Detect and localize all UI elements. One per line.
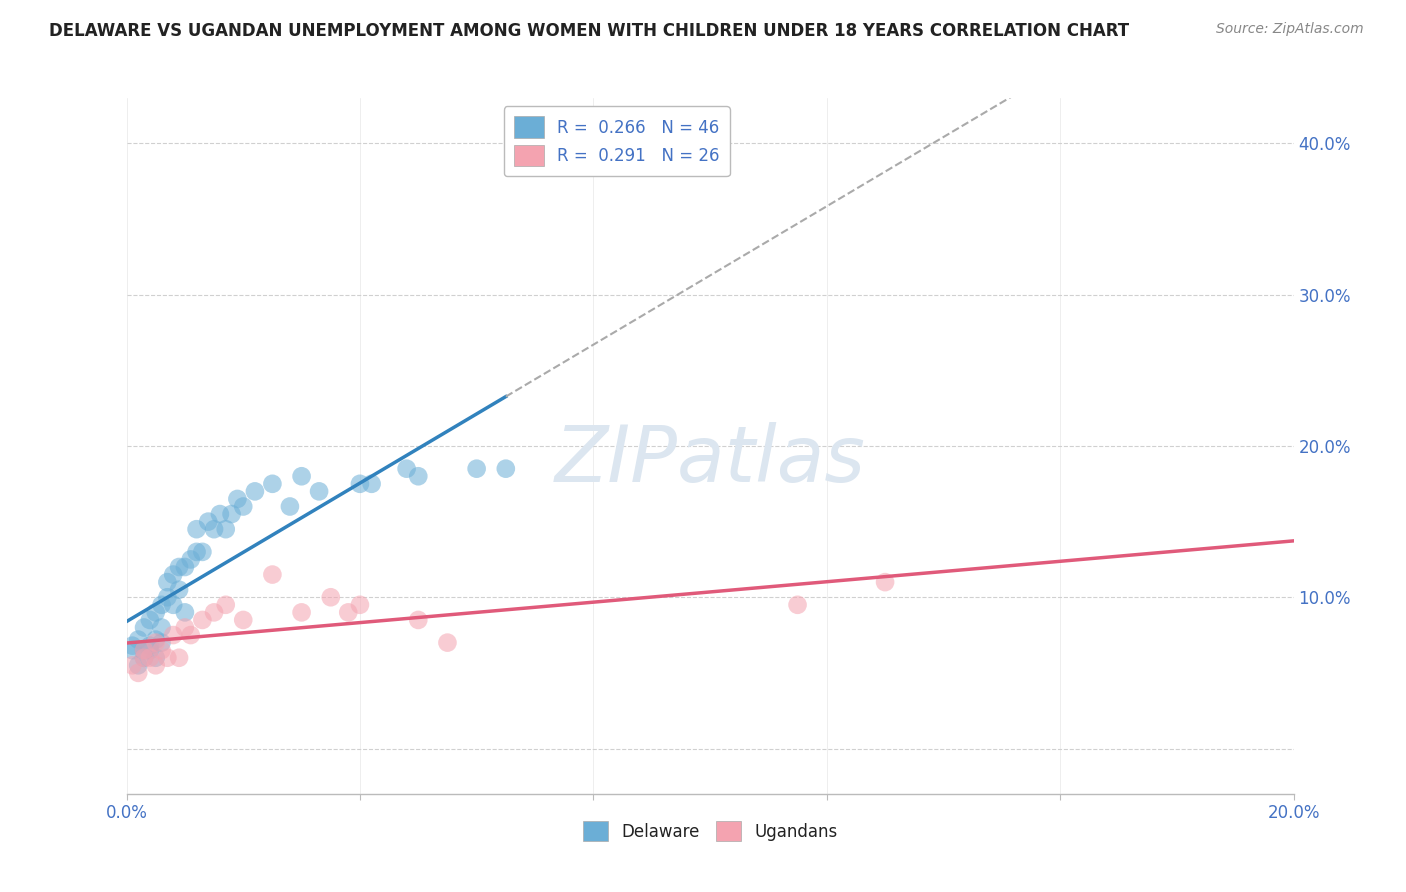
Point bbox=[162, 567, 184, 582]
Text: DELAWARE VS UGANDAN UNEMPLOYMENT AMONG WOMEN WITH CHILDREN UNDER 18 YEARS CORREL: DELAWARE VS UGANDAN UNEMPLOYMENT AMONG W… bbox=[49, 22, 1129, 40]
Point bbox=[174, 620, 197, 634]
Point bbox=[262, 476, 284, 491]
Point bbox=[208, 507, 231, 521]
Point bbox=[191, 613, 214, 627]
Point bbox=[215, 598, 238, 612]
Point bbox=[319, 591, 342, 605]
Point bbox=[221, 507, 243, 521]
Point bbox=[150, 643, 173, 657]
Text: ZIPatlas: ZIPatlas bbox=[554, 422, 866, 498]
Point bbox=[495, 461, 517, 475]
Point bbox=[132, 650, 155, 665]
Point bbox=[162, 628, 184, 642]
Point bbox=[167, 582, 190, 597]
Point bbox=[191, 545, 214, 559]
Point bbox=[150, 598, 173, 612]
Point bbox=[139, 639, 162, 653]
Point bbox=[308, 484, 330, 499]
Point bbox=[197, 515, 219, 529]
Point bbox=[232, 500, 254, 514]
Point bbox=[337, 606, 360, 620]
Point bbox=[215, 522, 238, 536]
Point bbox=[360, 476, 382, 491]
Point bbox=[167, 560, 190, 574]
Point bbox=[156, 575, 179, 590]
Point bbox=[278, 500, 301, 514]
Point bbox=[167, 650, 190, 665]
Point bbox=[145, 606, 167, 620]
Point bbox=[132, 643, 155, 657]
Point bbox=[145, 658, 167, 673]
Point bbox=[174, 606, 197, 620]
Point bbox=[408, 613, 430, 627]
Point bbox=[139, 650, 162, 665]
Point bbox=[395, 461, 418, 475]
Point bbox=[132, 650, 155, 665]
Point bbox=[139, 643, 162, 657]
Legend: Delaware, Ugandans: Delaware, Ugandans bbox=[576, 814, 844, 848]
Point bbox=[127, 632, 149, 647]
Point bbox=[132, 643, 155, 657]
Point bbox=[156, 591, 179, 605]
Point bbox=[180, 628, 202, 642]
Point bbox=[139, 613, 162, 627]
Point bbox=[226, 491, 249, 506]
Point bbox=[186, 522, 208, 536]
Point bbox=[121, 639, 143, 653]
Point bbox=[290, 469, 312, 483]
Point bbox=[243, 484, 266, 499]
Point bbox=[127, 658, 149, 673]
Point bbox=[150, 620, 173, 634]
Text: Source: ZipAtlas.com: Source: ZipAtlas.com bbox=[1216, 22, 1364, 37]
Point bbox=[145, 635, 167, 649]
Point bbox=[408, 469, 430, 483]
Point bbox=[232, 613, 254, 627]
Point bbox=[121, 658, 143, 673]
Point bbox=[875, 575, 897, 590]
Point bbox=[156, 650, 179, 665]
Point bbox=[786, 598, 808, 612]
Point bbox=[132, 620, 155, 634]
Point bbox=[349, 476, 371, 491]
Point bbox=[465, 461, 488, 475]
Point bbox=[290, 606, 312, 620]
Point bbox=[180, 552, 202, 566]
Point bbox=[150, 635, 173, 649]
Point bbox=[121, 643, 143, 657]
Point bbox=[186, 545, 208, 559]
Point bbox=[145, 632, 167, 647]
Point bbox=[127, 665, 149, 680]
Point bbox=[202, 606, 225, 620]
Point bbox=[174, 560, 197, 574]
Point bbox=[349, 598, 371, 612]
Point bbox=[202, 522, 225, 536]
Point bbox=[145, 650, 167, 665]
Point bbox=[262, 567, 284, 582]
Point bbox=[162, 598, 184, 612]
Point bbox=[436, 635, 458, 649]
